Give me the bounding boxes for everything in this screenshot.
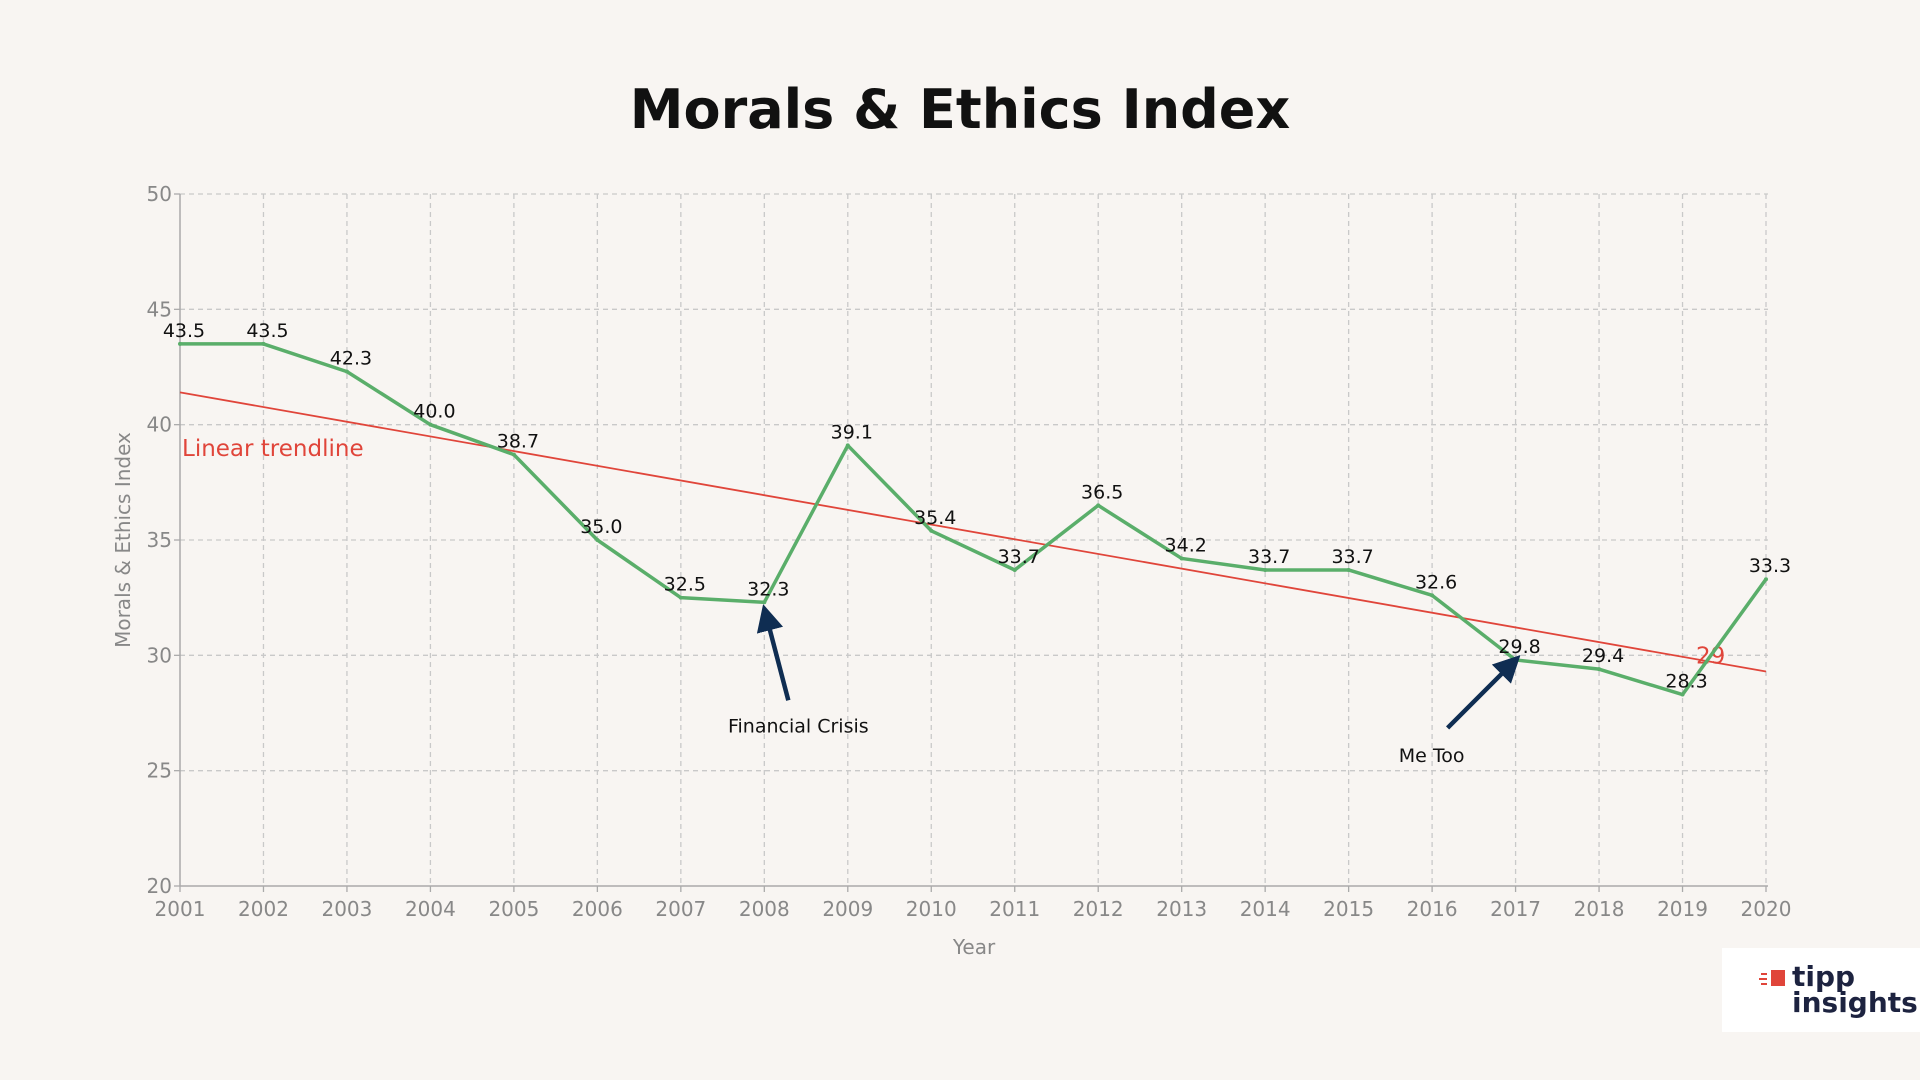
y-tick-label: 45: [147, 297, 172, 321]
annotation-arrow: [756, 604, 791, 701]
data-label: 33.7: [998, 546, 1040, 568]
x-axis-title: Year: [952, 935, 996, 959]
data-label: 40.0: [413, 401, 455, 423]
x-tick-label: 2009: [822, 897, 873, 921]
data-point: [1012, 567, 1017, 572]
data-label: 29.8: [1498, 636, 1540, 658]
data-label: 43.5: [246, 320, 288, 342]
data-point: [929, 528, 934, 533]
data-label: 43.5: [163, 320, 205, 342]
trendline-label: Linear trendline: [182, 436, 364, 462]
x-tick-label: 2019: [1657, 897, 1708, 921]
data-label: 35.4: [914, 507, 956, 529]
logo-line-1: tipp: [1792, 960, 1856, 993]
x-tick-label: 2016: [1407, 897, 1458, 921]
annotations-group: Financial Crisis Me Too: [728, 604, 1521, 767]
data-label: 32.6: [1415, 571, 1457, 593]
x-tick-label: 2018: [1574, 897, 1625, 921]
x-tick-label: 2003: [321, 897, 372, 921]
data-point: [344, 369, 349, 374]
y-tick-label: 25: [147, 759, 172, 783]
data-label: 32.5: [664, 574, 706, 596]
x-tick-label: 2012: [1073, 897, 1124, 921]
x-tick-label: 2005: [488, 897, 539, 921]
data-point: [678, 595, 683, 600]
x-tick-label: 2002: [238, 897, 289, 921]
series-line: [180, 342, 1768, 697]
logo-mark-icon: [1759, 970, 1785, 986]
data-label: 33.3: [1749, 555, 1791, 577]
grid: [180, 193, 1768, 886]
x-tick-label: 2020: [1741, 897, 1792, 921]
x-tick-label: 2006: [572, 897, 623, 921]
x-tick-label: 2014: [1240, 897, 1291, 921]
axes: 20 25 30 35 40 45 50 2001 2002 2003 2004 2005 2006 20…: [111, 182, 1791, 959]
x-tick-label: 2001: [155, 897, 206, 921]
y-axis-title: Morals & Ethics Index: [111, 432, 135, 648]
logo-line-2: insights: [1792, 986, 1918, 1019]
x-tick-label: 2015: [1323, 897, 1374, 921]
annotation-label: Financial Crisis: [728, 715, 869, 737]
trendline: [179, 391, 1767, 673]
data-point: [1179, 556, 1184, 561]
data-point: [1346, 567, 1351, 572]
data-point: [1096, 503, 1101, 508]
x-tick-label: 2010: [906, 897, 957, 921]
data-label: 42.3: [330, 348, 372, 370]
y-tick-label: 50: [147, 182, 172, 206]
series-group: [178, 341, 1768, 697]
x-tick-label: 2013: [1156, 897, 1207, 921]
data-point: [845, 443, 850, 448]
x-tick-label: 2017: [1490, 897, 1541, 921]
data-point: [1680, 692, 1685, 697]
data-labels-group: 43.5 43.5 42.3 40.0 38.7 35.0 32.5 32.3 39.1 35.4…: [163, 320, 1791, 693]
data-point: [428, 422, 433, 427]
data-label: 36.5: [1081, 481, 1123, 503]
data-point: [511, 452, 516, 457]
y-tick-label: 30: [147, 643, 172, 667]
x-tick-label: 2007: [655, 897, 706, 921]
data-label: 28.3: [1665, 671, 1707, 693]
x-tick-label: 2004: [405, 897, 456, 921]
data-point: [1597, 667, 1602, 672]
data-point: [762, 600, 767, 605]
data-label: 33.7: [1248, 546, 1290, 568]
data-point: [178, 341, 182, 346]
data-point: [1263, 567, 1268, 572]
data-label: 39.1: [831, 421, 873, 443]
data-point: [1430, 593, 1435, 598]
data-point: [1513, 657, 1518, 662]
x-tick-label: 2011: [989, 897, 1040, 921]
y-tick-label: 35: [147, 528, 172, 552]
tipp-insights-logo: tipp insights: [1722, 948, 1920, 1032]
data-label: 33.7: [1331, 546, 1373, 568]
data-point: [1764, 577, 1768, 582]
data-label: 32.3: [747, 578, 789, 600]
x-tick-label: 2008: [739, 897, 790, 921]
chart-title: Morals & Ethics Index: [629, 78, 1291, 141]
data-point: [261, 341, 266, 346]
data-label: 29.4: [1582, 645, 1624, 667]
data-label: 35.0: [580, 516, 622, 538]
y-tick-label: 20: [147, 874, 172, 898]
y-tick-label: 40: [147, 413, 172, 437]
annotation-arrow: [1445, 655, 1521, 730]
annotation-label: Me Too: [1399, 745, 1465, 767]
data-label: 38.7: [497, 431, 539, 453]
data-point: [595, 538, 600, 542]
data-label: 34.2: [1165, 534, 1207, 556]
